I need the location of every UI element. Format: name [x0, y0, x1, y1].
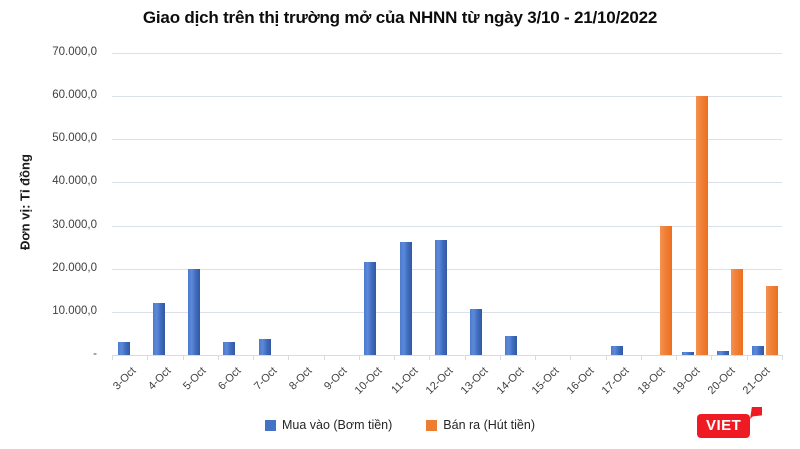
gridline: [112, 225, 782, 227]
axis-tick: [147, 355, 149, 360]
axis-tick: [288, 355, 290, 360]
axis-tick: [253, 355, 255, 360]
axis-tick: [746, 355, 748, 360]
axis-tick: [217, 355, 219, 360]
bar-ban-ra-19-Oct: [695, 96, 708, 355]
legend-swatch-ban-ra: [426, 419, 438, 431]
logo-text: VIET: [706, 417, 742, 434]
bar-mua-vao-11-Oct: [399, 242, 412, 355]
axis-tick: [676, 355, 678, 360]
legend-label-ban-ra: Bán ra (Hút tiền): [443, 418, 536, 432]
axis-tick: [499, 355, 501, 360]
legend: Mua vào (Bơm tiền) Bán ra (Hút tiền): [0, 418, 800, 432]
bar-mua-vao-4-Oct: [152, 303, 165, 355]
axis-tick: [605, 355, 607, 360]
axis-tick: [640, 355, 642, 360]
y-tick-label: 60.000,0: [52, 89, 97, 102]
y-tick-label: 10.000,0: [52, 304, 97, 317]
y-tick-label: 50.000,0: [52, 132, 97, 145]
axis-tick: [570, 355, 572, 360]
bar-ban-ra-21-Oct: [766, 286, 779, 355]
bar-mua-vao-3-Oct: [117, 342, 130, 355]
viettimes-logo-box: VIET: [697, 407, 762, 438]
bar-ban-ra-18-Oct: [660, 225, 673, 355]
bar-mua-vao-10-Oct: [364, 262, 377, 355]
gridline: [112, 182, 782, 184]
y-tick-label: 40.000,0: [52, 175, 97, 188]
y-axis-unit-label: Đơn vị: Tỉ đồng: [17, 154, 33, 250]
gridline: [112, 311, 782, 313]
bar-mua-vao-20-Oct: [716, 350, 729, 355]
legend-label-mua-vao: Mua vào (Bơm tiền): [281, 418, 393, 432]
y-tick-label: -: [93, 348, 97, 360]
legend-swatch-mua-vao: [264, 419, 276, 431]
axis-tick: [394, 355, 396, 360]
y-tick-label: 70.000,0: [52, 46, 97, 58]
logo-flag-icon: [750, 407, 762, 419]
y-tick-label: 30.000,0: [52, 218, 97, 231]
bar-ban-ra-20-Oct: [730, 268, 743, 355]
gridline: [112, 53, 782, 54]
axis-tick: [535, 355, 537, 360]
viettimes-logo: VIET: [697, 407, 762, 438]
y-tick-label: 20.000,0: [52, 261, 97, 274]
legend-item-mua-vao: Mua vào (Bơm tiền): [264, 418, 393, 432]
gridline: [112, 96, 782, 98]
axis-tick: [782, 355, 783, 360]
bar-mua-vao-7-Oct: [258, 338, 271, 355]
bar-mua-vao-13-Oct: [470, 308, 483, 355]
bar-mua-vao-14-Oct: [505, 335, 518, 355]
axis-tick: [358, 355, 360, 360]
x-axis-line: [112, 355, 782, 356]
bar-mua-vao-6-Oct: [223, 342, 236, 355]
axis-tick: [429, 355, 431, 360]
axis-tick: [464, 355, 466, 360]
legend-item-ban-ra: Bán ra (Hút tiền): [426, 418, 535, 432]
gridline: [112, 268, 782, 270]
axis-tick: [323, 355, 325, 360]
axis-tick: [711, 355, 713, 360]
bar-mua-vao-21-Oct: [752, 346, 765, 355]
bar-mua-vao-12-Oct: [434, 239, 447, 355]
bar-mua-vao-19-Oct: [681, 352, 694, 355]
axis-tick: [182, 355, 184, 360]
bar-mua-vao-17-Oct: [611, 346, 624, 355]
plot-area: [112, 53, 783, 360]
gridline: [112, 139, 782, 141]
bar-mua-vao-5-Oct: [188, 268, 201, 355]
axis-tick: [112, 355, 113, 360]
chart-title: Giao dịch trên thị trường mở của NHNN từ…: [142, 8, 658, 27]
